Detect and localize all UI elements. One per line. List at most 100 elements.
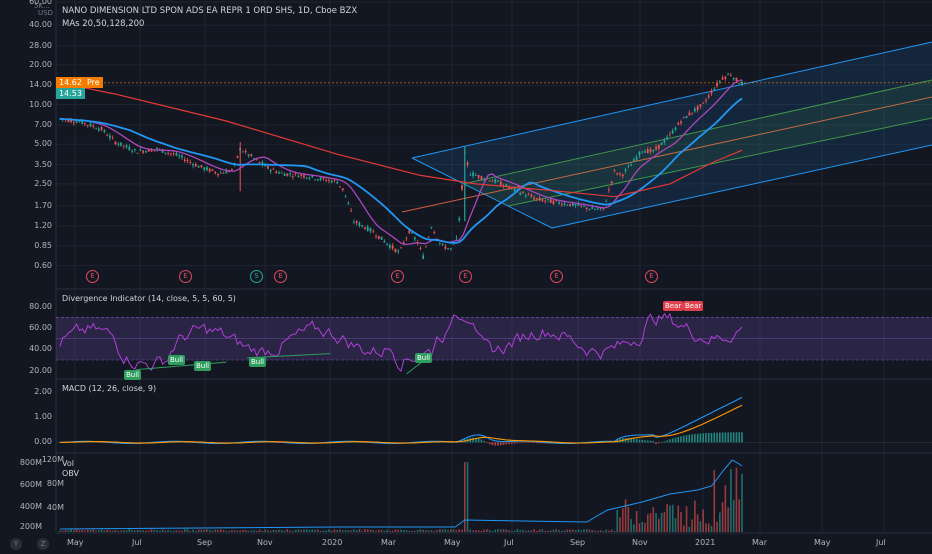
volume-bar	[70, 529, 72, 532]
candle-body	[458, 218, 461, 221]
candle-body	[613, 169, 616, 171]
volume-bar	[89, 529, 92, 532]
candle-body	[649, 149, 652, 152]
candle-body	[710, 90, 713, 94]
volume-bar	[339, 529, 341, 532]
time-tick-label: May	[67, 538, 84, 547]
candle-body	[605, 201, 608, 202]
candle-body	[109, 135, 111, 138]
volume-left-tick-label: 400M	[19, 502, 42, 511]
volume-bar	[211, 530, 214, 532]
volume-bar	[394, 529, 397, 532]
volume-bar	[577, 529, 580, 532]
time-tick-label: Jul	[876, 538, 886, 547]
volume-bar	[145, 530, 147, 532]
volume-bar	[458, 529, 461, 532]
candle-body	[197, 166, 200, 168]
candle-body	[566, 205, 569, 206]
volume-bar	[75, 529, 78, 532]
candle-body	[186, 159, 189, 162]
volume-bar	[92, 529, 95, 532]
macd-histogram-bar	[541, 442, 544, 444]
time-tick-label: Jul	[504, 538, 514, 547]
candle-body	[330, 180, 333, 183]
candle-body	[422, 255, 425, 259]
earnings-badge[interactable]: E	[179, 270, 192, 283]
volume-bar	[669, 505, 671, 532]
volume-bar	[597, 530, 599, 532]
volume-bar	[663, 512, 666, 532]
candle-body	[289, 173, 292, 175]
volume-bar	[439, 529, 441, 532]
candle-body	[336, 181, 339, 184]
earnings-badge[interactable]: E	[645, 270, 658, 283]
earnings-badge[interactable]: E	[274, 270, 287, 283]
volume-bar	[511, 530, 513, 532]
macd-title[interactable]: MACD (12, 26, close, 9)	[62, 384, 157, 393]
candle-body	[364, 227, 366, 230]
volume-bar	[236, 530, 239, 532]
volume-bar	[427, 530, 430, 532]
zoom-reset-icon[interactable]: Z	[37, 538, 49, 550]
earnings-badge[interactable]: E	[459, 270, 472, 283]
candle-body	[86, 124, 89, 126]
volume-bar	[405, 530, 408, 532]
volume-bar	[375, 530, 377, 532]
macd-histogram-bar	[272, 442, 275, 443]
time-tick-label: May	[814, 538, 831, 547]
volume-label[interactable]: Vol	[62, 459, 74, 468]
volume-bar	[732, 499, 735, 532]
volume-bar	[688, 526, 691, 532]
candle-body	[519, 193, 522, 195]
volume-bar	[549, 530, 552, 532]
candle-body	[283, 173, 286, 177]
volume-bar	[153, 529, 156, 532]
split-badge[interactable]: S	[250, 270, 263, 283]
moving-averages-label[interactable]: MAs 20,50,128,200	[62, 19, 145, 29]
candle-body	[461, 184, 463, 190]
volume-bar	[336, 530, 339, 532]
volume-bar	[414, 530, 416, 532]
volume-bar	[258, 529, 261, 532]
macd-histogram-bar	[721, 432, 724, 443]
volume-bar	[64, 530, 67, 532]
log-scale-icon[interactable]: Y	[10, 538, 22, 550]
volume-bar	[197, 529, 200, 532]
candle-body	[621, 174, 624, 177]
volume-bar	[560, 530, 563, 532]
candle-body	[219, 172, 222, 174]
candle-body	[322, 177, 325, 179]
candle-body	[549, 199, 552, 203]
earnings-badge[interactable]: E	[86, 270, 99, 283]
volume-bar	[594, 530, 596, 532]
volume-bar	[61, 530, 64, 532]
candle-body	[278, 172, 280, 174]
volume-bar	[170, 530, 172, 532]
earnings-badge[interactable]: E	[550, 270, 563, 283]
candle-body	[158, 148, 161, 150]
macd-histogram-bar	[649, 440, 652, 443]
divergence-indicator-title[interactable]: Divergence Indicator (14, close, 5, 5, 6…	[62, 294, 236, 303]
macd-histogram-bar	[358, 442, 361, 443]
candle-body	[574, 204, 577, 206]
volume-bar	[530, 530, 533, 532]
earnings-badge[interactable]: E	[391, 270, 404, 283]
volume-bar	[114, 529, 117, 532]
candle-body	[616, 173, 619, 175]
volume-bar	[508, 530, 510, 532]
macd-histogram-bar	[513, 442, 516, 444]
obv-label[interactable]: OBV	[62, 469, 80, 478]
candle-body	[72, 122, 75, 124]
volume-bar	[566, 529, 569, 532]
candle-body	[455, 237, 458, 239]
candle-body	[200, 165, 203, 168]
volume-bar	[181, 530, 183, 532]
macd-histogram-bar	[447, 442, 449, 443]
volume-bar	[372, 529, 375, 532]
candle-body	[707, 95, 710, 98]
candle-body	[203, 167, 206, 170]
volume-bar	[206, 529, 208, 532]
macd-histogram-bar	[486, 442, 488, 443]
